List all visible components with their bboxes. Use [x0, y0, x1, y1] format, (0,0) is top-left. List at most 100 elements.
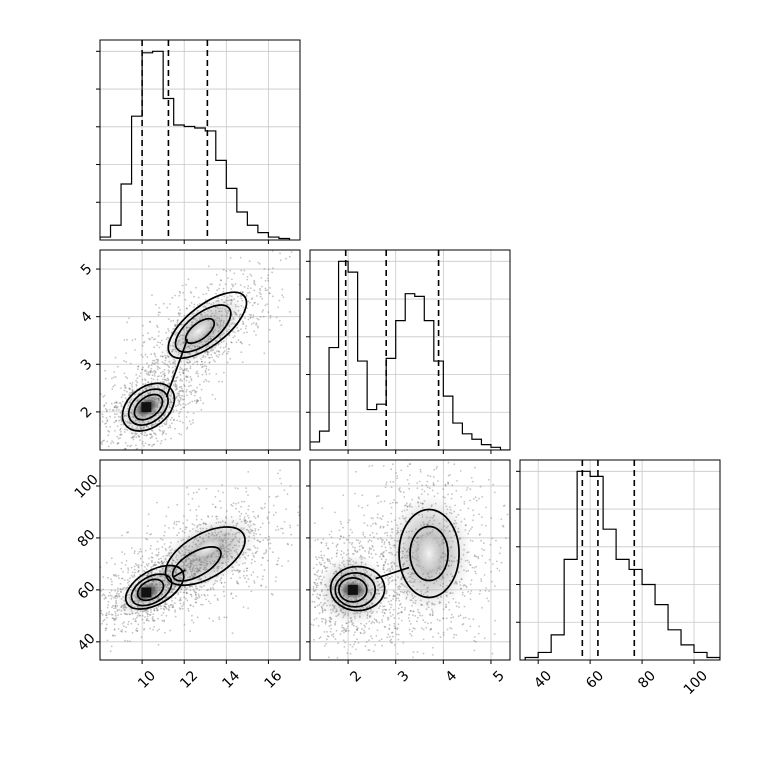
- sample-point: [278, 319, 281, 322]
- sample-point: [218, 287, 221, 290]
- sample-point: [132, 618, 135, 620]
- sample-point: [205, 380, 208, 382]
- sample-point: [353, 634, 355, 636]
- sample-point: [119, 587, 122, 590]
- sample-point: [207, 515, 209, 517]
- sample-point: [167, 328, 170, 330]
- sample-point: [191, 400, 194, 403]
- sample-point: [491, 580, 493, 583]
- sample-point: [250, 275, 253, 277]
- sample-point: [364, 535, 366, 538]
- sample-point: [304, 616, 306, 618]
- sample-point: [308, 565, 310, 567]
- sample-point: [176, 534, 179, 537]
- sample-point: [262, 309, 264, 312]
- sample-point: [164, 423, 166, 426]
- sample-point: [151, 552, 154, 555]
- sample-point: [265, 549, 268, 551]
- sample-point: [143, 627, 146, 630]
- sample-point: [392, 594, 395, 597]
- sample-point: [208, 617, 211, 620]
- sample-point: [158, 346, 161, 349]
- sample-point: [157, 341, 160, 344]
- sample-point: [105, 614, 108, 617]
- sample-point: [190, 379, 193, 382]
- sample-point: [245, 325, 248, 327]
- sample-point: [336, 669, 338, 671]
- sample-point: [395, 599, 398, 602]
- sample-point: [151, 561, 153, 564]
- sample-point: [272, 504, 275, 507]
- mode-marker-dark: [141, 587, 152, 598]
- sample-point: [550, 569, 552, 571]
- sample-point: [200, 388, 203, 391]
- sample-point: [233, 335, 236, 337]
- sample-point: [149, 533, 152, 536]
- sample-point: [243, 286, 246, 288]
- sample-point: [297, 511, 300, 514]
- sample-point: [142, 334, 145, 337]
- sample-point: [383, 551, 385, 553]
- sample-point: [100, 609, 103, 612]
- sample-point: [163, 620, 166, 623]
- sample-point: [139, 557, 142, 560]
- sample-point: [253, 330, 256, 333]
- sample-point: [233, 272, 236, 275]
- sample-point: [230, 577, 233, 580]
- sample-point: [280, 482, 283, 485]
- sample-point: [209, 283, 212, 286]
- sample-point: [318, 612, 321, 615]
- sample-point: [322, 538, 325, 540]
- sample-point: [156, 375, 159, 378]
- sample-point: [358, 542, 361, 545]
- sample-point: [479, 485, 482, 488]
- sample-point: [157, 551, 160, 554]
- sample-point: [372, 517, 374, 520]
- sample-point: [367, 550, 370, 553]
- sample-point: [103, 405, 105, 408]
- sample-point: [163, 430, 166, 432]
- sample-point: [200, 603, 202, 606]
- sample-point: [138, 551, 141, 553]
- sample-point: [208, 600, 210, 603]
- sample-point: [382, 465, 385, 467]
- sample-point: [235, 507, 237, 510]
- sample-point: [491, 652, 494, 655]
- sample-point: [148, 364, 150, 367]
- sample-point: [483, 549, 485, 552]
- sample-point: [181, 284, 184, 287]
- sample-point: [390, 486, 393, 489]
- sample-point: [108, 611, 111, 613]
- sample-point: [380, 538, 383, 541]
- sample-point: [115, 409, 118, 411]
- sample-point: [186, 367, 188, 370]
- sample-point: [126, 444, 129, 447]
- sample-point: [375, 619, 377, 621]
- density-core-light: [183, 318, 214, 344]
- sample-point: [291, 592, 293, 594]
- sample-point: [87, 618, 89, 620]
- sample-point: [268, 340, 271, 343]
- sample-point: [107, 576, 109, 579]
- sample-point: [331, 634, 333, 637]
- sample-point: [167, 371, 170, 374]
- sample-point: [390, 506, 393, 509]
- sample-point: [156, 361, 159, 363]
- sample-point: [312, 589, 315, 592]
- sample-point: [386, 569, 388, 572]
- sample-point: [189, 375, 192, 378]
- sample-point: [327, 501, 329, 503]
- sample-point: [383, 564, 385, 567]
- sample-point: [120, 430, 122, 433]
- sample-point: [306, 585, 308, 587]
- sample-point: [336, 543, 339, 546]
- sample-point: [115, 575, 118, 577]
- sample-point: [152, 628, 155, 631]
- sample-point: [259, 526, 262, 529]
- sample-point: [178, 294, 181, 297]
- sample-point: [254, 283, 257, 286]
- sample-point: [117, 442, 119, 444]
- sample-point: [178, 599, 181, 602]
- sample-point: [196, 616, 199, 619]
- sample-point: [244, 317, 246, 319]
